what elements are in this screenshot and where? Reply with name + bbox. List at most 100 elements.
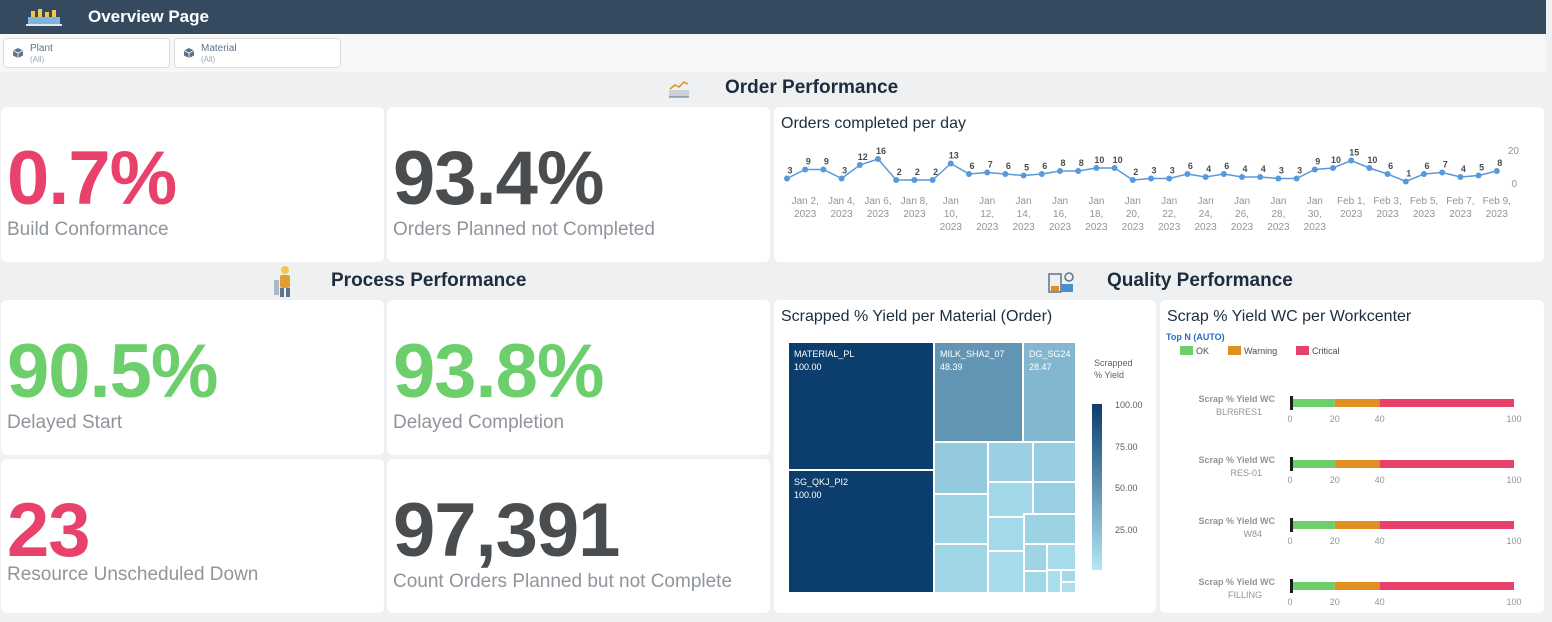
data-point[interactable] [1166, 175, 1173, 182]
data-point[interactable] [784, 175, 790, 182]
x-tick-label: 28, [1271, 209, 1285, 220]
kpi-card-delayed-completion[interactable]: 93.8% Delayed Completion [387, 300, 770, 455]
data-point[interactable] [1384, 171, 1391, 177]
plant-filter[interactable]: Plant (All) [3, 38, 170, 68]
data-point[interactable] [1439, 169, 1446, 176]
data-point[interactable] [1057, 168, 1063, 174]
data-point[interactable] [1148, 175, 1154, 182]
x-tick-label: 2023 [1340, 209, 1363, 220]
data-point[interactable] [911, 177, 918, 183]
data-label: 15 [1349, 148, 1359, 158]
legend-tick: 100.00 [1115, 400, 1143, 410]
data-point[interactable] [1275, 175, 1282, 182]
data-point[interactable] [1111, 165, 1118, 171]
scrapped-yield-treemap[interactable]: MATERIAL_PL 100.00 SG_QKJ_PI2 100.00 MILK_SH… [774, 300, 1156, 613]
treemap-tile[interactable] [933, 441, 989, 495]
kpi-card-orders-planned-not-completed[interactable]: 93.4% Orders Planned not Completed [387, 107, 770, 262]
orders-per-day-card[interactable]: Orders completed per day 3 9 9 3 12 16 2 2 2 13 6 7… [774, 107, 1544, 262]
treemap-tile[interactable] [987, 550, 1025, 594]
data-point[interactable] [1239, 174, 1245, 180]
data-point[interactable] [1348, 157, 1355, 164]
data-point[interactable] [966, 171, 972, 177]
kpi-card-count-orders[interactable]: 97,391 Count Orders Planned but not Comp… [387, 459, 770, 613]
treemap-tile[interactable] [1060, 581, 1077, 594]
section-title-quality: Quality Performance [1107, 270, 1293, 291]
data-point[interactable] [1038, 171, 1045, 177]
data-label: 6 [1388, 161, 1393, 171]
data-point[interactable] [893, 177, 900, 183]
data-point[interactable] [947, 160, 954, 167]
treemap-tile[interactable] [1032, 441, 1077, 483]
value-marker[interactable] [1290, 579, 1293, 593]
data-point[interactable] [1002, 171, 1009, 177]
data-point[interactable] [1093, 165, 1100, 171]
treemap-tile[interactable] [933, 543, 989, 594]
data-point[interactable] [1184, 171, 1191, 177]
data-point[interactable] [1402, 178, 1409, 185]
data-label: 2 [915, 167, 920, 177]
treemap-tile[interactable] [933, 341, 1024, 443]
treemap-tile[interactable] [1046, 543, 1077, 571]
factory-logo-icon[interactable] [26, 7, 62, 27]
x-tick-label: 2023 [1049, 222, 1072, 233]
data-point[interactable] [1493, 168, 1500, 174]
data-point[interactable] [802, 166, 809, 173]
kpi-card-build-conformance[interactable]: 0.7% Build Conformance [1, 107, 384, 262]
x-tick-label: 2023 [1122, 222, 1145, 233]
kpi-label: Delayed Completion [393, 412, 565, 433]
scrap-yield-workcenter-card[interactable]: Scrap % Yield WC per Workcenter Top N (A… [1160, 300, 1544, 613]
data-point[interactable] [1457, 174, 1464, 180]
row-name: W84 [1243, 529, 1262, 539]
data-label: 9 [806, 157, 811, 167]
top-n-label[interactable]: Top N (AUTO) [1166, 332, 1225, 342]
data-label: 3 [1170, 166, 1175, 176]
data-point[interactable] [1293, 175, 1300, 182]
data-point[interactable] [875, 156, 881, 162]
treemap-tile[interactable] [1023, 543, 1048, 572]
scrapped-yield-material-card[interactable]: Scrapped % Yield per Material (Order) MA… [774, 300, 1156, 613]
value-marker[interactable] [1290, 457, 1293, 471]
treemap-tile[interactable] [1032, 481, 1077, 515]
data-point[interactable] [1311, 166, 1318, 173]
data-point[interactable] [929, 177, 936, 183]
data-point[interactable] [1220, 171, 1227, 177]
data-point[interactable] [1129, 177, 1136, 183]
data-point[interactable] [984, 169, 991, 176]
treemap-tile[interactable] [987, 481, 1034, 518]
chart-title: Scrapped % Yield per Material (Order) [781, 308, 1053, 325]
data-point[interactable] [1202, 174, 1209, 180]
data-point[interactable] [1257, 174, 1264, 180]
treemap-tile[interactable] [1023, 513, 1077, 545]
data-point[interactable] [856, 162, 863, 168]
treemap-tile[interactable] [933, 493, 989, 545]
band-critical [1379, 399, 1514, 407]
treemap-tile[interactable] [787, 341, 935, 471]
value-marker[interactable] [1290, 396, 1293, 410]
data-point[interactable] [1075, 168, 1082, 174]
axis-tick-label: 0 [1287, 536, 1292, 546]
value-marker[interactable] [1290, 518, 1293, 532]
treemap-tile[interactable] [987, 516, 1025, 552]
kpi-card-delayed-start[interactable]: 90.5% Delayed Start [1, 300, 384, 455]
data-point[interactable] [1330, 165, 1336, 171]
material-filter[interactable]: Material (All) [174, 38, 341, 68]
treemap-tile[interactable] [787, 469, 935, 594]
data-point[interactable] [1421, 171, 1427, 177]
data-point[interactable] [1475, 172, 1482, 179]
data-point[interactable] [820, 166, 827, 173]
x-tick-label: 2023 [1085, 222, 1108, 233]
treemap-tile[interactable] [1060, 569, 1077, 583]
kpi-card-resource-unscheduled-down[interactable]: 23 Resource Unscheduled Down [1, 459, 384, 613]
data-label: 10 [1367, 155, 1377, 165]
data-label: 8 [1497, 158, 1502, 168]
data-point[interactable] [1366, 165, 1373, 171]
data-point[interactable] [1020, 172, 1027, 179]
treemap-tile[interactable] [1023, 570, 1048, 594]
treemap-tile[interactable] [987, 441, 1034, 483]
treemap-tile[interactable] [1046, 569, 1062, 594]
x-tick-label: 2023 [867, 209, 890, 220]
kpi-value: 97,391 [393, 488, 620, 573]
data-point[interactable] [838, 175, 845, 182]
